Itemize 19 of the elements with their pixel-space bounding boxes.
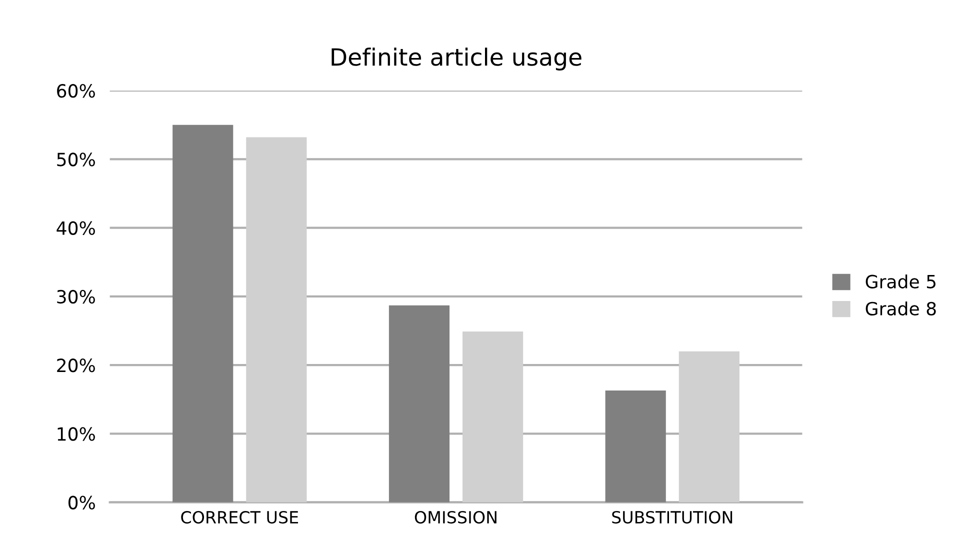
bar bbox=[605, 390, 666, 502]
x-tick-label: OMISSION bbox=[414, 510, 496, 524]
y-tick-label: 10% bbox=[58, 427, 95, 441]
y-tick-label: 50% bbox=[57, 152, 95, 166]
y-tick-label: 60% bbox=[57, 84, 95, 98]
bar bbox=[462, 331, 524, 502]
bar bbox=[246, 137, 307, 502]
y-tick-label: 0% bbox=[68, 496, 95, 510]
y-tick-label: 40% bbox=[56, 221, 95, 235]
chart-title: Definite article usage bbox=[332, 48, 582, 70]
bar bbox=[678, 351, 740, 502]
x-tick-label: CORRECT USE bbox=[181, 510, 298, 524]
x-tick-label: SUBSTITUTION bbox=[612, 510, 732, 524]
legend-label: Grade 5 bbox=[866, 274, 936, 288]
legend-label: Grade 8 bbox=[866, 302, 936, 316]
y-tick-label: 30% bbox=[57, 290, 95, 304]
bar bbox=[172, 124, 234, 502]
y-tick-label: 20% bbox=[57, 358, 95, 372]
bar bbox=[388, 305, 450, 502]
